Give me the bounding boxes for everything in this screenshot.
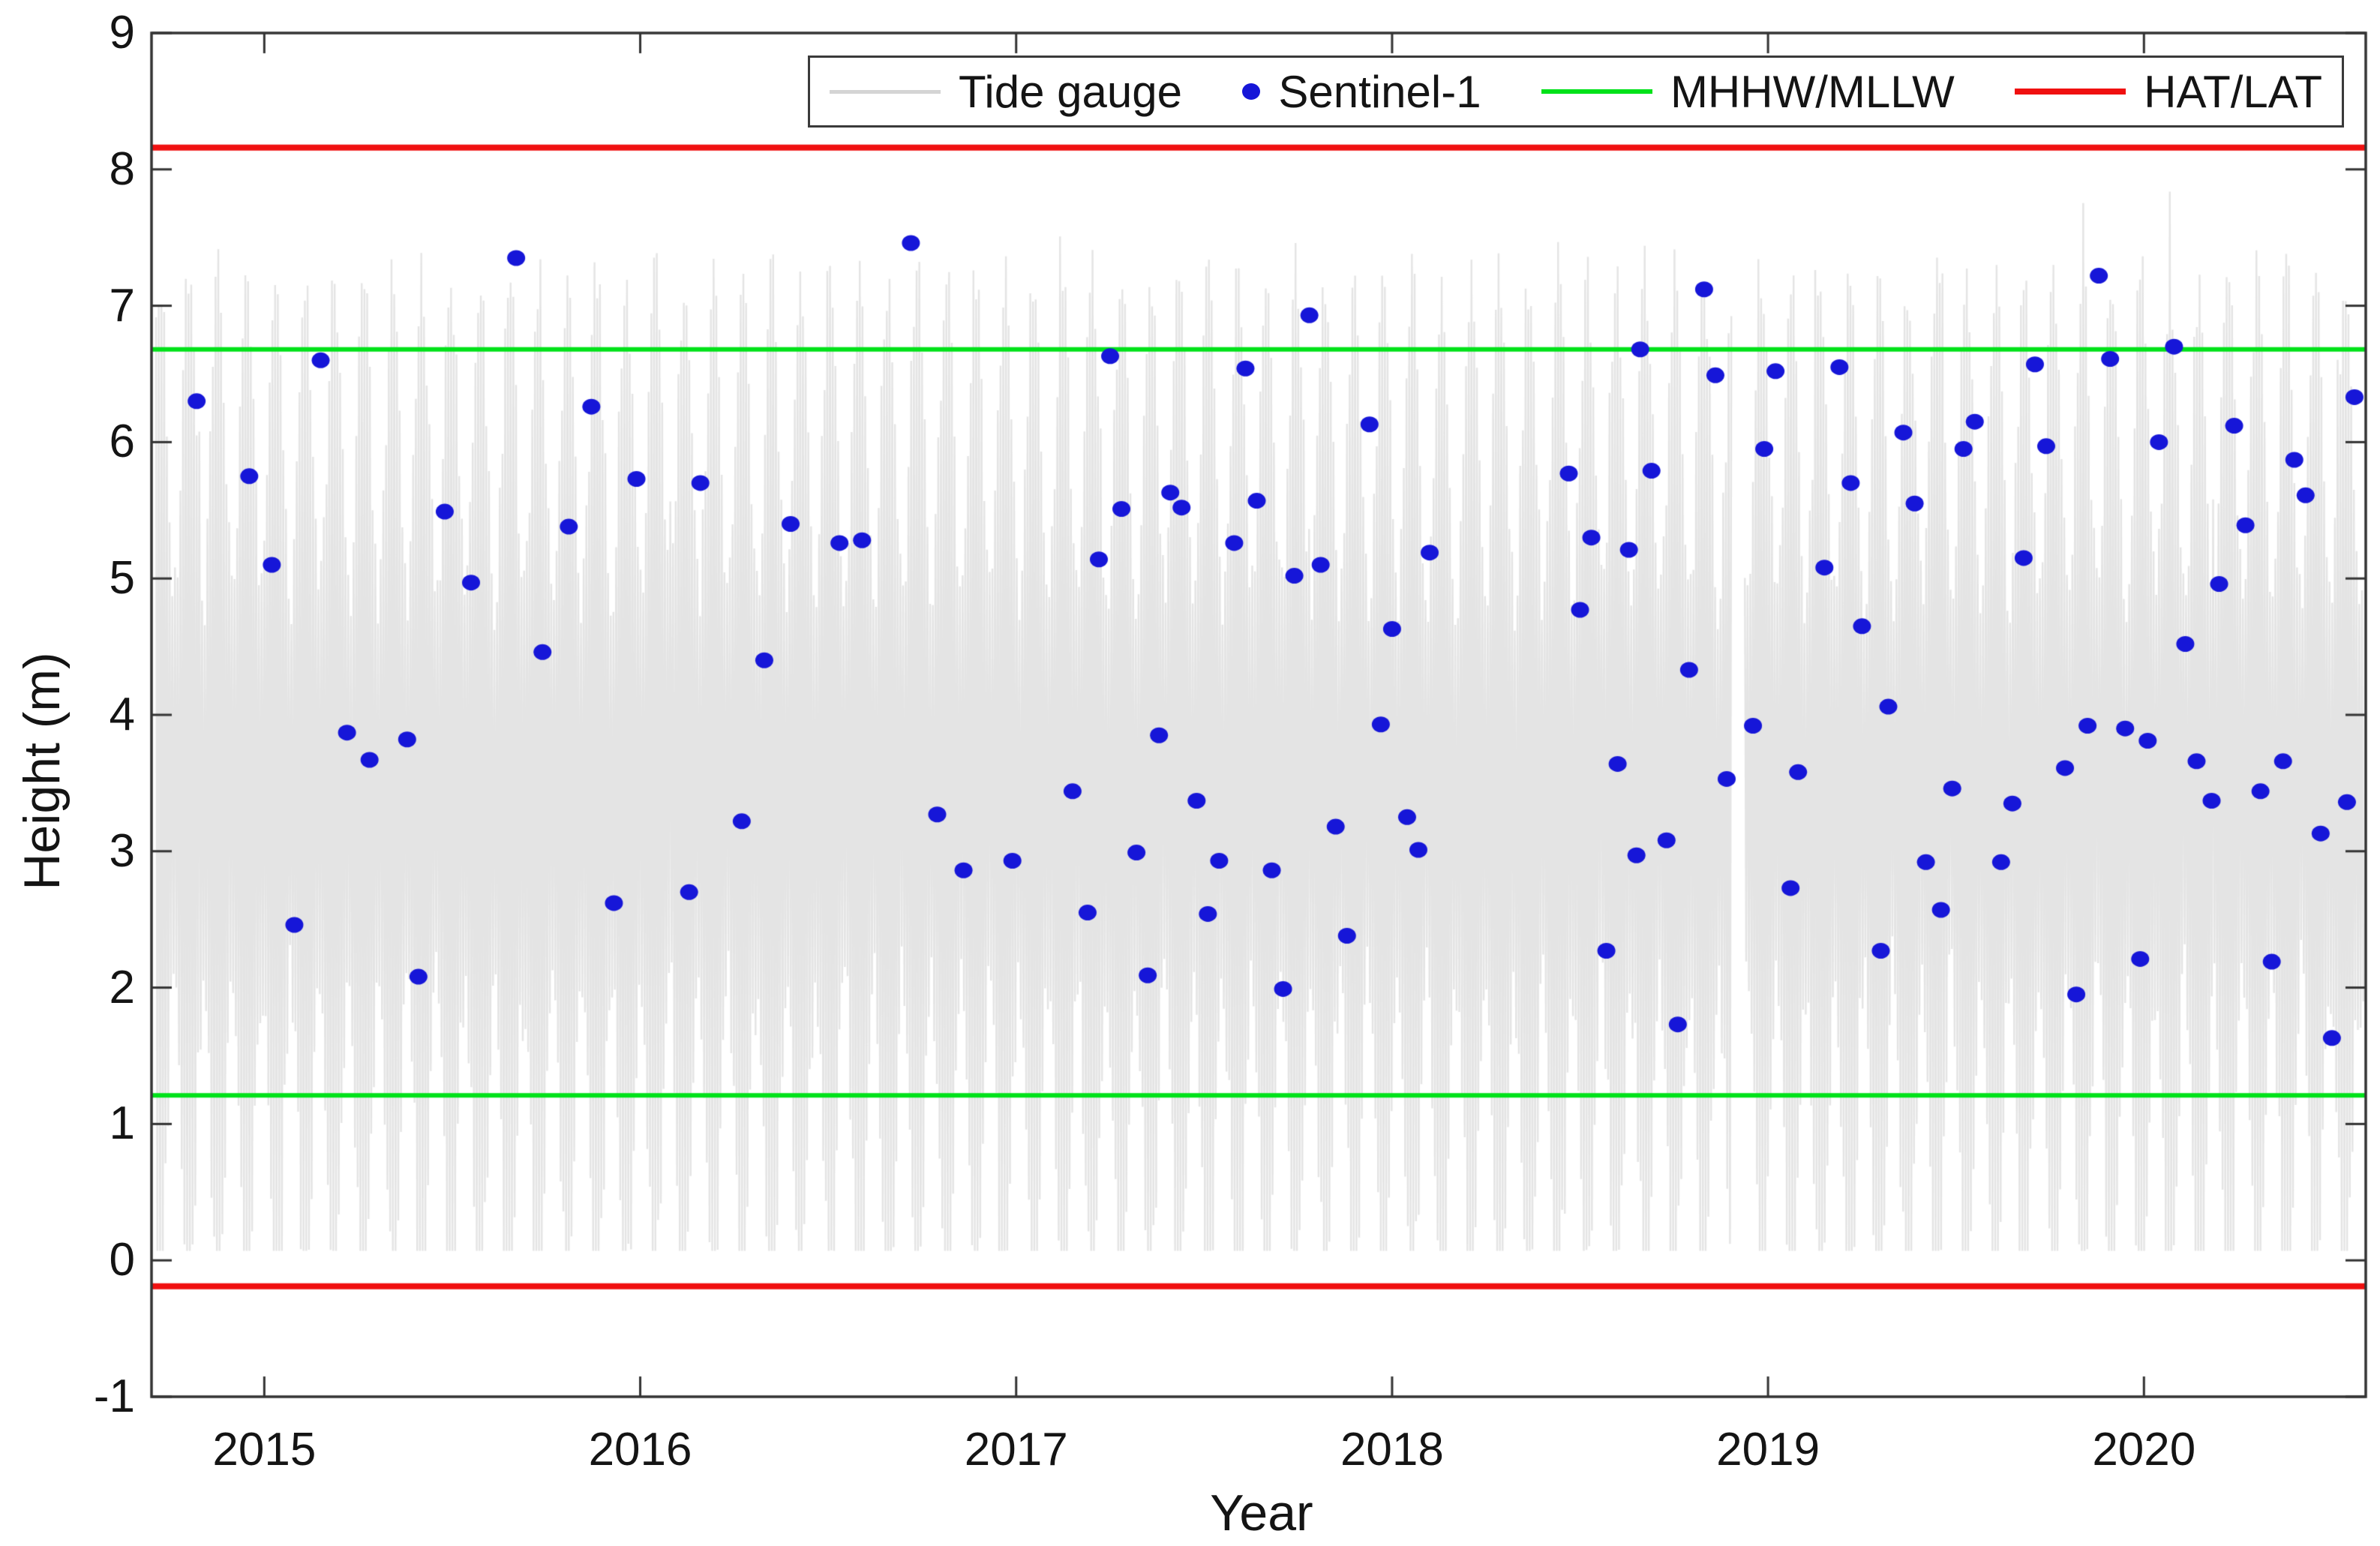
x-tick-label: 2019 — [1716, 1424, 1820, 1475]
y-tick-label: 4 — [109, 689, 135, 740]
legend-label-sentinel: Sentinel-1 — [1278, 66, 1481, 117]
tide-gauge-line-swatch — [830, 89, 941, 94]
y-tick-label: 2 — [109, 961, 135, 1013]
legend-entry-tide-gauge: Tide gauge — [830, 66, 1182, 118]
legend-entry-hat: HAT/LAT — [2015, 66, 2322, 118]
y-tick-label: -1 — [93, 1370, 135, 1422]
mhhw-line-swatch — [1541, 89, 1652, 94]
legend-label-mhhw: MHHW/MLLW — [1670, 66, 1955, 117]
y-tick-label: 7 — [109, 279, 135, 332]
y-tick-label: 8 — [109, 143, 135, 195]
legend-box: Tide gauge Sentinel-1 MHHW/MLLW HAT/LAT — [808, 56, 2344, 128]
x-tick-label: 2018 — [1340, 1424, 1444, 1475]
y-tick-label: 1 — [109, 1097, 135, 1150]
legend-entry-sentinel: Sentinel-1 — [1242, 66, 1481, 118]
legend-label-tide-gauge: Tide gauge — [959, 66, 1183, 117]
y-tick-label: 3 — [109, 824, 135, 877]
legend-label-hat: HAT/LAT — [2144, 66, 2322, 117]
y-tick-label: 6 — [109, 416, 135, 468]
x-tick-label: 2015 — [212, 1424, 317, 1475]
y-tick-label: 0 — [109, 1234, 135, 1286]
legend-entry-mhhw: MHHW/MLLW — [1541, 66, 1955, 118]
y-axis-title: Height (m) — [14, 652, 71, 890]
hat-line-swatch — [2015, 89, 2126, 95]
x-tick-label: 2017 — [964, 1424, 1068, 1475]
y-tick-label: 5 — [109, 552, 135, 605]
x-tick-label: 2016 — [588, 1424, 692, 1475]
sentinel-dot-swatch — [1242, 83, 1261, 100]
x-axis-title: Year — [1210, 1484, 1313, 1541]
y-tick-label: 9 — [109, 7, 135, 59]
x-tick-label: 2020 — [2092, 1424, 2196, 1475]
